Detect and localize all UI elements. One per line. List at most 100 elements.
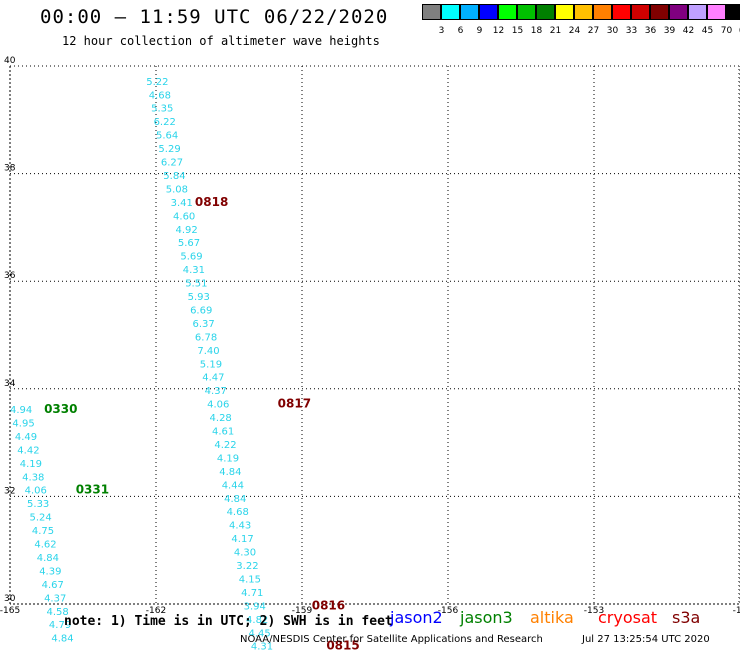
wave-height-value: 5.84 <box>163 171 185 182</box>
wave-height-value: 4.31 <box>251 642 273 650</box>
colorbar-swatch <box>612 4 631 20</box>
wave-height-value: 4.44 <box>222 480 244 491</box>
map-subtitle: 12 hour collection of altimeter wave hei… <box>62 34 380 48</box>
wave-height-value: 7.40 <box>197 346 219 357</box>
lon-tick-label: -15 <box>733 606 740 616</box>
wave-height-value: 4.38 <box>22 472 44 483</box>
colorbar-swatch <box>422 4 441 20</box>
wave-height-value: 5.33 <box>27 499 49 510</box>
legend-altika: altika <box>530 608 574 627</box>
pass-time-label: 0816 <box>312 598 345 612</box>
wave-height-value: 4.17 <box>231 534 253 545</box>
lat-tick-label: 38 <box>4 164 16 174</box>
colorbar-swatch <box>498 4 517 20</box>
wave-height-value: 4.68 <box>149 90 171 101</box>
colorbar-label: 18 <box>530 26 543 36</box>
colorbar-swatch <box>555 4 574 20</box>
colorbar-label: 42 <box>682 26 695 36</box>
wave-height-value: 5.35 <box>151 104 173 115</box>
pass-time-label: 0817 <box>278 397 311 411</box>
wave-height-value: 4.68 <box>227 507 249 518</box>
colorbar-swatch <box>441 4 460 20</box>
wave-height-value: 4.61 <box>212 427 234 438</box>
wave-height-value: 4.67 <box>42 580 64 591</box>
wave-height-value: 4.71 <box>241 588 263 599</box>
colorbar-swatch <box>536 4 555 20</box>
wave-height-value: 5.64 <box>156 131 178 142</box>
wave-height-value: 4.84 <box>224 494 246 505</box>
wave-height-value: 4.95 <box>12 418 34 429</box>
wave-height-value: 5.67 <box>178 238 200 249</box>
colorbar-label: 33 <box>625 26 638 36</box>
colorbar-label: 3 <box>438 26 445 36</box>
colorbar-label: (ft) <box>736 26 740 36</box>
colorbar-swatch <box>707 4 726 20</box>
wave-height-value: 4.75 <box>32 526 54 537</box>
colorbar-label: 36 <box>644 26 657 36</box>
wave-height-value: 5.29 <box>158 144 180 155</box>
wave-height-value: 4.82 <box>246 615 268 626</box>
lon-tick-label: -162 <box>146 606 166 616</box>
wave-height-value: 5.19 <box>200 359 222 370</box>
wave-height-value: 6.27 <box>161 158 183 169</box>
wave-height-value: 4.84 <box>219 467 241 478</box>
wave-height-value: 4.45 <box>248 628 270 639</box>
wave-height-value: 5.69 <box>180 252 202 263</box>
colorbar-swatch <box>517 4 536 20</box>
lat-tick-label: 32 <box>4 486 15 496</box>
wave-height-value: 4.22 <box>214 440 236 451</box>
pass-time-label: 0331 <box>76 483 109 497</box>
legend-cryosat: cryosat <box>598 608 658 627</box>
wave-height-value: 6.78 <box>195 332 217 343</box>
lat-tick-label: 34 <box>4 379 16 389</box>
wave-height-value: 3.22 <box>236 561 258 572</box>
wave-height-value: 5.22 <box>146 77 168 88</box>
colorbar-swatch <box>726 4 740 20</box>
wave-height-value: 5.51 <box>185 279 207 290</box>
lat-tick-label: 36 <box>4 271 16 281</box>
colorbar-label: 70 <box>720 26 733 36</box>
colorbar-label: 12 <box>492 26 505 36</box>
lat-tick-label: 40 <box>4 56 16 66</box>
wave-height-value: 4.92 <box>175 225 197 236</box>
wave-height-value: 4.15 <box>239 574 261 585</box>
pass-time-label: 0815 <box>326 639 359 650</box>
colorbar-swatch <box>631 4 650 20</box>
legend-s3a: s3a <box>672 608 701 627</box>
wave-height-value: 4.84 <box>51 634 73 645</box>
wave-height-value: 4.06 <box>207 400 229 411</box>
colorbar-label: 9 <box>476 26 483 36</box>
wave-height-value: 4.43 <box>229 521 251 532</box>
wave-height-value: 6.22 <box>154 117 176 128</box>
colorbar-swatch <box>669 4 688 20</box>
wave-height-value: 4.37 <box>44 593 66 604</box>
wave-height-value: 4.62 <box>34 540 56 551</box>
wave-height-value: 4.31 <box>183 265 205 276</box>
wave-height-value: 4.06 <box>25 486 47 497</box>
wave-height-value: 4.19 <box>217 453 239 464</box>
wave-height-value: 5.08 <box>166 184 188 195</box>
generated-timestamp: Jul 27 13:25:54 UTC 2020 <box>582 634 710 645</box>
wave-height-value: 4.30 <box>234 548 256 559</box>
wave-height-value: 4.19 <box>20 459 42 470</box>
lon-tick-label: -165 <box>0 606 20 616</box>
wave-height-value: 4.47 <box>202 373 224 384</box>
credit-text: NOAA/NESDIS Center for Satellite Applica… <box>240 634 543 645</box>
colorbar-swatch <box>479 4 498 20</box>
lon-tick-label: -156 <box>438 606 459 616</box>
wave-height-value: 4.79 <box>49 620 71 631</box>
lat-tick-label: 30 <box>4 594 16 604</box>
wave-height-value: 4.58 <box>47 607 69 618</box>
colorbar-label: 39 <box>663 26 676 36</box>
colorbar-swatch <box>574 4 593 20</box>
colorbar-label: 21 <box>549 26 562 36</box>
wave-height-value: 4.49 <box>15 432 37 443</box>
footer-note: note: 1) Time is in UTC; 2) SWH is in fe… <box>64 614 393 629</box>
colorbar-label: 45 <box>701 26 714 36</box>
wave-height-value: 6.69 <box>190 305 212 316</box>
colorbar-swatch <box>650 4 669 20</box>
colorbar-label: 27 <box>587 26 600 36</box>
legend-jason2: jason2 <box>390 608 443 627</box>
colorbar-swatch <box>460 4 479 20</box>
